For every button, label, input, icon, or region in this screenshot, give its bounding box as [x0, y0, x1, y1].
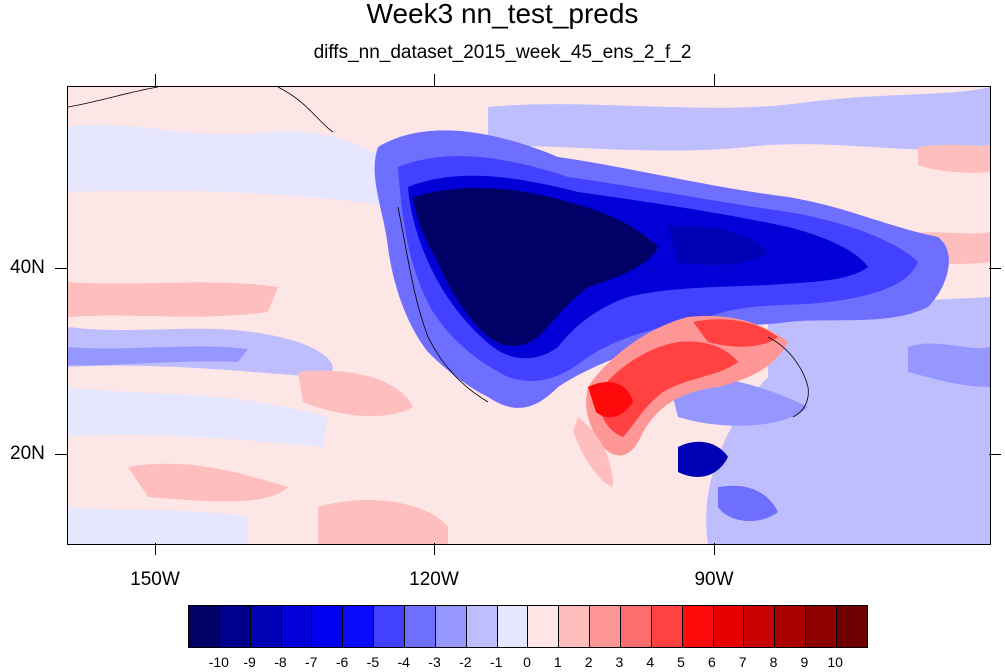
tick-right-40n: [989, 268, 1001, 269]
colorbar-box: [435, 606, 467, 647]
colorbar-label: 2: [584, 654, 593, 670]
tick-left-40n: [55, 268, 67, 269]
colorbar-box: [497, 606, 529, 647]
tick-top-90w: [714, 74, 715, 86]
lat-label-20n: 20N: [10, 443, 45, 464]
colorbar-label: -3: [428, 654, 441, 670]
colorbar-box: [466, 606, 498, 647]
colorbar-label: -8: [274, 654, 287, 670]
tick-right-20n: [989, 454, 1001, 455]
colorbar-label: -7: [305, 654, 318, 670]
chart-subtitle: diffs_nn_dataset_2015_week_45_ens_2_f_2: [313, 42, 692, 63]
lon-label-90w: 90W: [694, 569, 734, 590]
colorbar-box: [713, 606, 745, 647]
colorbar-label: 3: [615, 654, 624, 670]
colorbar-box: [590, 606, 622, 647]
tick-bottom-120w: [434, 543, 435, 555]
colorbar-box: [775, 606, 807, 647]
colorbar-label: -1: [489, 654, 503, 670]
colorbar-label: -2: [459, 654, 472, 670]
colorbar-box: [189, 606, 220, 647]
colorbar-label: 4: [646, 654, 655, 670]
tick-top-150w: [155, 74, 156, 86]
colorbar-box: [837, 606, 867, 647]
colorbar-label: -4: [397, 654, 410, 670]
tick-left-20n: [55, 454, 67, 455]
colorbar-label: 6: [708, 654, 716, 670]
chart-title: Week3 nn_test_preds: [366, 0, 639, 29]
colorbar-box: [621, 606, 652, 647]
tick-bottom-150w: [155, 543, 156, 555]
lon-label-150w: 150W: [130, 569, 180, 590]
colorbar-label: 0: [523, 654, 531, 670]
colorbar: [188, 605, 868, 648]
colorbar-label: 5: [677, 654, 685, 670]
tick-top-120w: [434, 74, 435, 86]
map-panel: [67, 86, 991, 545]
colorbar-box: [559, 606, 591, 647]
colorbar-box: [343, 606, 375, 647]
colorbar-box: [682, 606, 714, 647]
colorbar-box: [405, 606, 436, 647]
colorbar-box: [312, 606, 344, 647]
colorbar-box: [806, 606, 838, 647]
lat-label-40n: 40N: [10, 257, 45, 278]
colorbar-box: [651, 606, 683, 647]
colorbar-label: 10: [827, 654, 843, 670]
colorbar-label: -9: [243, 654, 256, 670]
colorbar-box: [281, 606, 313, 647]
anomaly-field: [68, 87, 990, 544]
colorbar-label: 7: [738, 654, 747, 670]
colorbar-label: 1: [553, 654, 562, 670]
colorbar-label: -5: [366, 654, 380, 670]
colorbar-box: [219, 606, 251, 647]
colorbar-box: [744, 606, 776, 647]
colorbar-label: -10: [208, 654, 229, 670]
colorbar-label: -6: [335, 654, 349, 670]
colorbar-label: 9: [800, 654, 809, 670]
colorbar-label: 8: [769, 654, 778, 670]
tick-bottom-90w: [714, 543, 715, 555]
lon-label-120w: 120W: [409, 569, 459, 590]
colorbar-box: [374, 606, 406, 647]
colorbar-box: [528, 606, 560, 647]
colorbar-box: [250, 606, 282, 647]
